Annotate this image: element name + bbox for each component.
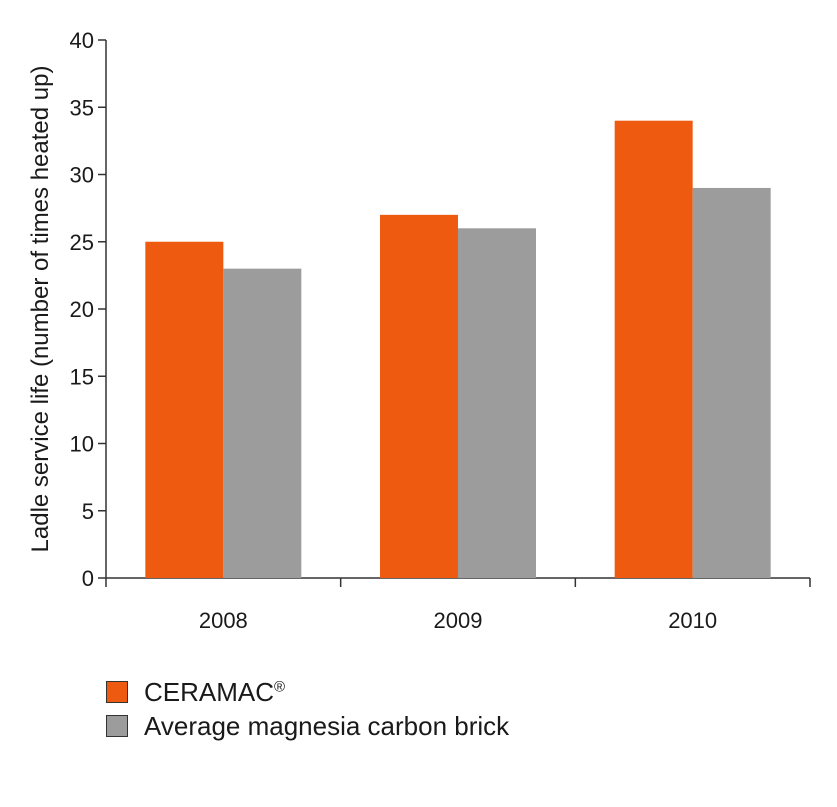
bar-ceramac-2010 [614, 120, 693, 578]
legend: CERAMAC® Average magnesia carbon brick [106, 675, 509, 743]
y-tick-label: 5 [82, 499, 94, 524]
legend-swatch-magnesia [106, 715, 128, 737]
legend-label-magnesia: Average magnesia carbon brick [144, 710, 510, 741]
legend-label-ceramac: CERAMAC® [144, 676, 286, 707]
y-tick-label: 35 [70, 95, 94, 120]
x-axis: 2008 2009 2010 [105, 577, 811, 633]
bar-ceramac-2009 [380, 214, 458, 578]
y-axis-title: Ladle service life (number of times heat… [27, 66, 54, 553]
x-tick-label: 2009 [434, 608, 483, 633]
x-tick-label: 2008 [199, 608, 248, 633]
legend-item-magnesia: Average magnesia carbon brick [106, 709, 509, 743]
legend-item-ceramac: CERAMAC® [106, 675, 509, 709]
bar-magnesia-2008 [223, 268, 302, 578]
bar-magnesia-2010 [692, 187, 771, 578]
y-tick-label: 30 [70, 163, 94, 188]
x-tick-label: 2010 [668, 608, 717, 633]
bar-magnesia-2009 [458, 228, 536, 579]
bars [145, 120, 771, 579]
y-tick-label: 25 [70, 230, 94, 255]
legend-swatch-ceramac [106, 681, 128, 703]
bar-ceramac-2008 [145, 241, 224, 578]
y-tick-label: 40 [70, 28, 94, 53]
y-tick-label: 10 [70, 432, 94, 457]
y-tick-label: 0 [82, 566, 94, 591]
y-axis: 0 5 10 15 20 25 30 35 40 [70, 28, 107, 591]
y-tick-label: 20 [70, 297, 94, 322]
y-tick-label: 15 [70, 364, 94, 389]
